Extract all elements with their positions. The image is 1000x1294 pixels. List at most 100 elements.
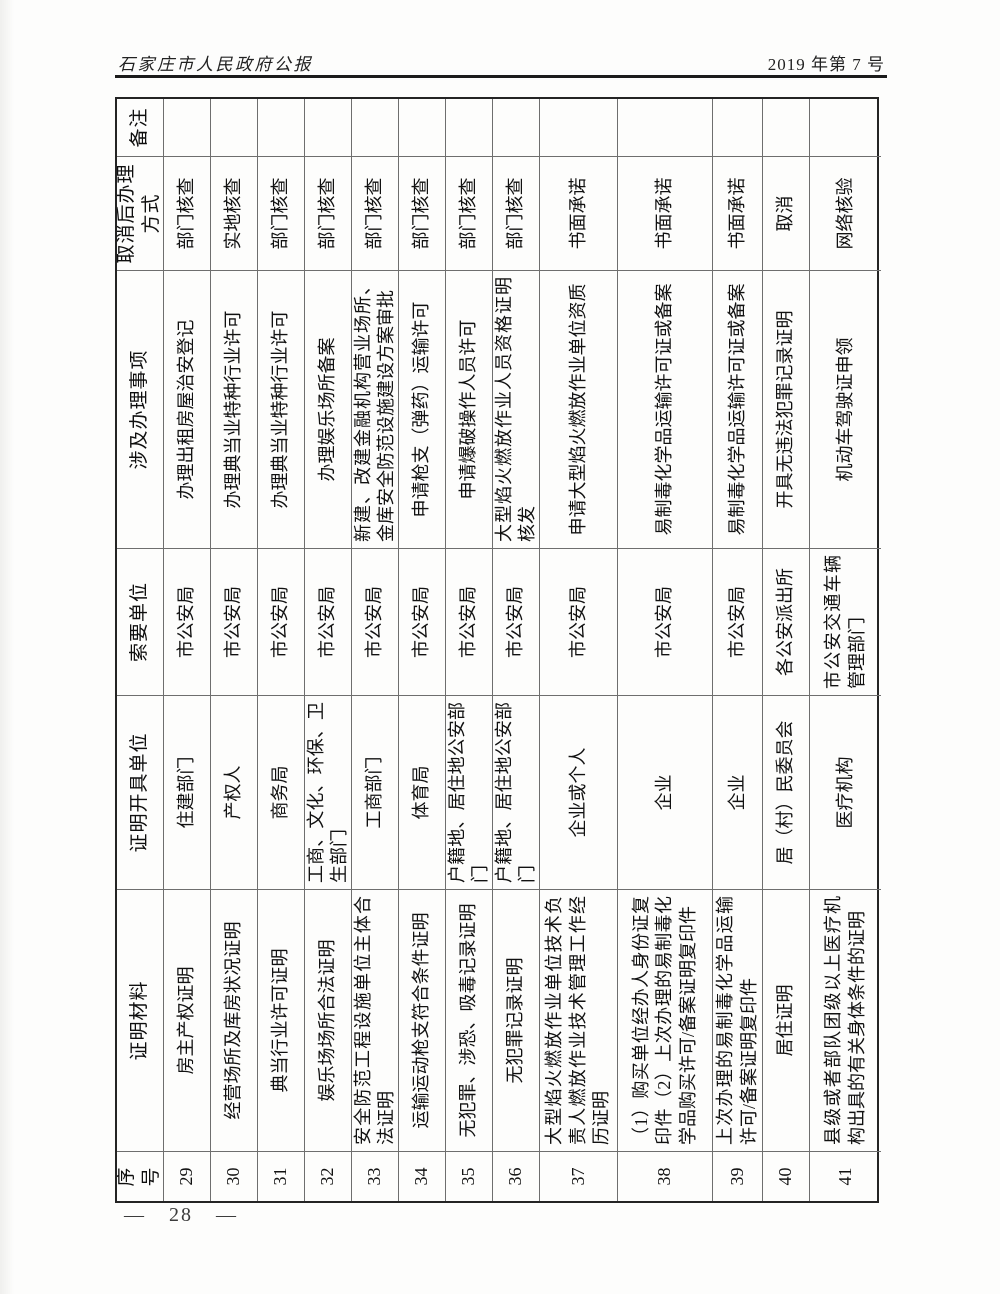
cell-material: 居住证明 [763, 889, 810, 1151]
cell-serial-number: 37 [540, 1151, 618, 1201]
cell-issuing-unit: 医疗机构 [810, 695, 881, 889]
cell-post-cancellation-method: 部门核查 [493, 156, 540, 270]
cell-issuing-unit: 户籍地、居住地公安部门 [493, 695, 540, 889]
cell-material: 安全防范工程设施单位主体合法证明 [352, 889, 399, 1151]
cell-issuing-unit: 住建部门 [164, 695, 211, 889]
cell-related-matter: 办理典当业特种行业许可 [211, 270, 258, 548]
cell-requesting-unit: 市公安局 [618, 548, 713, 695]
cell-requesting-unit: 市公安局 [540, 548, 618, 695]
cell-requesting-unit: 市公安局 [211, 548, 258, 695]
cell-remark [258, 99, 305, 156]
cell-remark [810, 99, 881, 156]
cell-serial-number: 33 [352, 1151, 399, 1201]
cell-issuing-unit: 商务局 [258, 695, 305, 889]
cell-post-cancellation-method: 部门核查 [352, 156, 399, 270]
column-header-remark: 备注 [117, 99, 164, 156]
masthead-rule [115, 75, 887, 78]
cell-related-matter: 易制毒化学品运输许可证或备案 [618, 270, 713, 548]
cell-requesting-unit: 市公安局 [493, 548, 540, 695]
cell-issuing-unit: 工商、文化、环保、卫生部门 [305, 695, 352, 889]
cell-requesting-unit: 市公安局 [713, 548, 763, 695]
cell-material: 上次办理的易制毒化学品运输许可/备案证明复印件 [713, 889, 763, 1151]
cell-material: 无犯罪记录证明 [493, 889, 540, 1151]
column-header-requesting-unit: 索要单位 [117, 548, 164, 695]
cell-serial-number: 36 [493, 1151, 540, 1201]
rotated-table-area: 序号 证明材料 证明开具单位 索要单位 涉及办理事项 取消后办理方式 备注 29… [115, 97, 881, 1203]
cell-requesting-unit: 市公安局 [258, 548, 305, 695]
cell-issuing-unit: 企业 [713, 695, 763, 889]
cell-requesting-unit: 市公安局 [446, 548, 493, 695]
cell-requesting-unit: 市公安局 [352, 548, 399, 695]
cell-remark [352, 99, 399, 156]
cell-post-cancellation-method: 实地核查 [211, 156, 258, 270]
cell-issuing-unit: 企业或个人 [540, 695, 618, 889]
cell-remark [540, 99, 618, 156]
cell-material: 典当行业许可证明 [258, 889, 305, 1151]
cell-requesting-unit: 市公安局 [305, 548, 352, 695]
cell-post-cancellation-method: 网络核验 [810, 156, 881, 270]
cell-serial-number: 40 [763, 1151, 810, 1201]
cell-requesting-unit: 市公安局 [399, 548, 446, 695]
cell-requesting-unit: 市公安交通车辆管理部门 [810, 548, 881, 695]
cell-post-cancellation-method: 部门核查 [305, 156, 352, 270]
cell-related-matter: 申请爆破操作人员许可 [446, 270, 493, 548]
cell-serial-number: 30 [211, 1151, 258, 1201]
cell-post-cancellation-method: 部门核查 [399, 156, 446, 270]
cell-material: 运输运动枪支符合条件证明 [399, 889, 446, 1151]
cell-issuing-unit: 体育局 [399, 695, 446, 889]
cell-related-matter: 申请大型焰火燃放作业单位资质 [540, 270, 618, 548]
cell-serial-number: 41 [810, 1151, 881, 1201]
cell-serial-number: 32 [305, 1151, 352, 1201]
cell-serial-number: 38 [618, 1151, 713, 1201]
column-header-related-matter: 涉及办理事项 [117, 270, 164, 548]
column-header-post-cancellation-method: 取消后办理方式 [117, 156, 164, 270]
cell-issuing-unit: 产权人 [211, 695, 258, 889]
cell-serial-number: 29 [164, 1151, 211, 1201]
cell-related-matter: 新建、改建金融机构营业场所、金库安全防范设施建设方案审批 [352, 270, 399, 548]
cell-material: 房主产权证明 [164, 889, 211, 1151]
cell-serial-number: 31 [258, 1151, 305, 1201]
cell-material: 经营场所及库房状况证明 [211, 889, 258, 1151]
cell-issuing-unit: 工商部门 [352, 695, 399, 889]
cell-material: （1）购买单位经办人身份证复印件（2）上次办理的易制毒化学品购买许可/备案证明复… [618, 889, 713, 1151]
cell-remark [399, 99, 446, 156]
cell-post-cancellation-method: 书面承诺 [540, 156, 618, 270]
cell-related-matter: 机动车驾驶证申领 [810, 270, 881, 548]
cell-remark [211, 99, 258, 156]
page-number: — 28 — [124, 1204, 238, 1226]
publication-title: 石家庄市人民政府公报 [118, 55, 313, 74]
cell-related-matter: 申请枪支（弹药）运输许可 [399, 270, 446, 548]
cell-requesting-unit: 各公安派出所 [763, 548, 810, 695]
cell-material: 大型焰火燃放作业单位技术负责人燃放作业技术管理工作经历证明 [540, 889, 618, 1151]
cell-related-matter: 办理娱乐场所备案 [305, 270, 352, 548]
cell-remark [713, 99, 763, 156]
cell-related-matter: 大型焰火燃放作业人员资格证明核发 [493, 270, 540, 548]
cell-related-matter: 办理出租房屋治安登记 [164, 270, 211, 548]
cell-material: 县级或者部队团级以上医疗机构出具的有关身体条件的证明 [810, 889, 881, 1151]
cell-post-cancellation-method: 取消 [763, 156, 810, 270]
cell-serial-number: 39 [713, 1151, 763, 1201]
cell-issuing-unit: 户籍地、居住地公安部门 [446, 695, 493, 889]
cell-post-cancellation-method: 书面承诺 [618, 156, 713, 270]
cell-related-matter: 易制毒化学品运输许可证或备案 [713, 270, 763, 548]
cell-remark [618, 99, 713, 156]
cell-post-cancellation-method: 书面承诺 [713, 156, 763, 270]
cell-material: 娱乐场场所合法证明 [305, 889, 352, 1151]
cell-requesting-unit: 市公安局 [164, 548, 211, 695]
column-header-serial: 序号 [117, 1151, 164, 1201]
cell-post-cancellation-method: 部门核查 [164, 156, 211, 270]
issue-number: 2019 年第 7 号 [767, 55, 885, 74]
cell-related-matter: 办理典当业特种行业许可 [258, 270, 305, 548]
cell-serial-number: 35 [446, 1151, 493, 1201]
cell-related-matter: 开具无违法犯罪记录证明 [763, 270, 810, 548]
cell-remark [164, 99, 211, 156]
cell-post-cancellation-method: 部门核查 [446, 156, 493, 270]
column-header-material: 证明材料 [117, 889, 164, 1151]
cell-remark [446, 99, 493, 156]
cell-remark [763, 99, 810, 156]
certificates-cancellation-table: 序号 证明材料 证明开具单位 索要单位 涉及办理事项 取消后办理方式 备注 29… [115, 97, 881, 1203]
cell-remark [493, 99, 540, 156]
column-header-issuing-unit: 证明开具单位 [117, 695, 164, 889]
cell-serial-number: 34 [399, 1151, 446, 1201]
